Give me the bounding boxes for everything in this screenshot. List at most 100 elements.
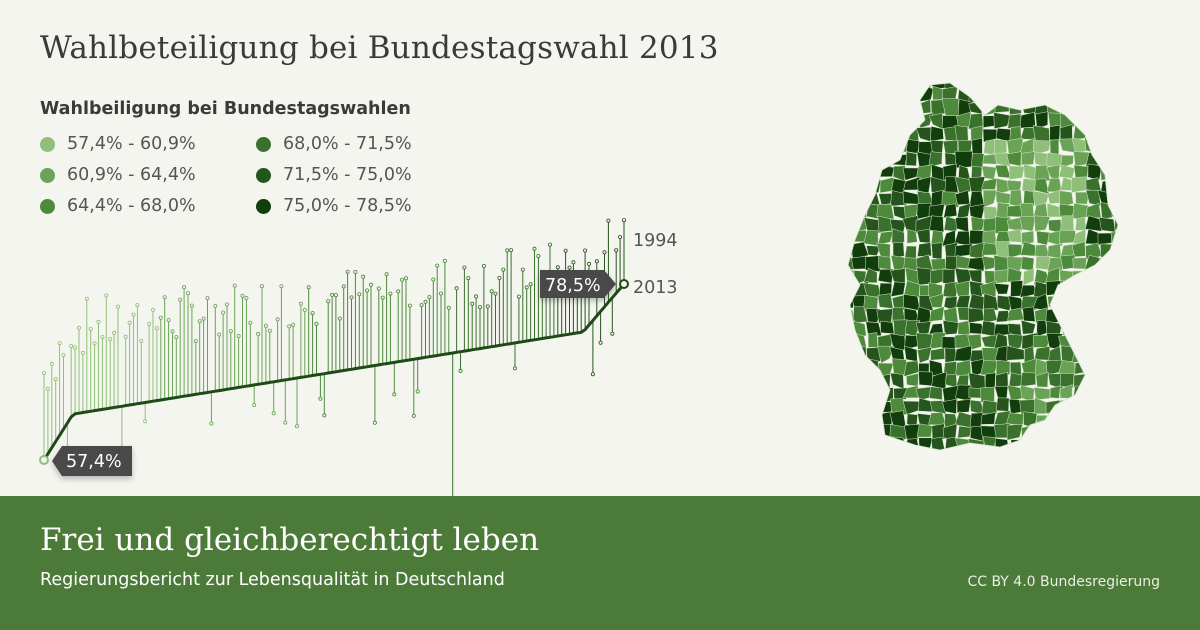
map-district — [1047, 295, 1064, 309]
map-district — [1111, 192, 1118, 204]
map-district — [917, 242, 932, 257]
map-district — [971, 137, 983, 156]
map-district — [1084, 215, 1102, 232]
map-district — [1033, 139, 1051, 156]
district-1994-point — [154, 326, 159, 331]
map-district — [1127, 385, 1140, 400]
map-district — [1021, 256, 1035, 272]
map-district — [1112, 125, 1118, 143]
district-1994-point — [201, 316, 206, 321]
map-district — [850, 358, 866, 376]
map-district — [957, 425, 973, 439]
map-district — [1125, 126, 1139, 141]
map-district — [1097, 334, 1114, 350]
map-district — [981, 177, 997, 190]
map-district — [1112, 308, 1118, 324]
map-district — [1099, 387, 1116, 401]
map-district — [848, 164, 853, 178]
map-district — [1097, 399, 1114, 415]
map-district — [1075, 334, 1089, 350]
map-district — [1007, 83, 1024, 88]
map-district — [865, 111, 880, 130]
map-district — [850, 241, 869, 260]
map-district — [865, 371, 880, 390]
map-district — [983, 307, 998, 324]
map-district — [1127, 216, 1139, 233]
map-district — [1088, 280, 1100, 297]
map-district — [1128, 361, 1140, 375]
map-district — [1071, 345, 1088, 364]
map-district — [1086, 310, 1102, 322]
map-district — [1110, 427, 1118, 440]
district-1994-point — [240, 293, 245, 298]
map-district — [1023, 190, 1037, 206]
map-district — [942, 385, 959, 403]
map-district — [848, 215, 854, 234]
map-district — [1006, 88, 1025, 103]
map-district — [848, 348, 855, 363]
map-district — [848, 231, 853, 245]
map-district — [1112, 284, 1118, 299]
map-district — [1072, 385, 1087, 403]
district-1994-point — [493, 291, 498, 296]
map-district — [850, 176, 868, 192]
legend-label: 64,4% - 68,0% — [67, 196, 196, 216]
map-district — [1059, 293, 1076, 312]
map-district — [867, 332, 879, 348]
map-district — [1060, 320, 1076, 336]
district-1994-point — [45, 386, 50, 391]
district-1994-point — [166, 318, 171, 323]
map-district — [904, 245, 917, 260]
map-district — [891, 358, 907, 376]
map-district — [866, 245, 882, 256]
map-district — [954, 176, 972, 194]
map-district — [877, 451, 893, 465]
district-1994-point — [501, 267, 506, 272]
map-district — [967, 257, 985, 272]
legend-item: 71,5% - 75,0% — [256, 165, 412, 185]
map-district — [929, 215, 944, 233]
map-district — [905, 83, 920, 90]
district-1994-point — [365, 288, 370, 293]
map-district — [905, 452, 917, 464]
legend-swatch — [256, 198, 271, 214]
map-district — [1100, 179, 1115, 194]
map-district — [1086, 437, 1102, 450]
district-1994-point — [213, 303, 218, 308]
map-district — [1128, 400, 1140, 411]
map-district — [1110, 241, 1118, 260]
map-district — [1124, 335, 1140, 349]
map-district — [1059, 281, 1075, 299]
map-district — [916, 85, 934, 103]
map-district — [1125, 450, 1140, 464]
map-district — [848, 178, 856, 192]
map-district — [1087, 163, 1102, 181]
map-district — [1046, 425, 1062, 442]
map-district — [995, 310, 1011, 323]
district-1994-point — [505, 248, 510, 253]
district-1994-point — [474, 294, 479, 299]
map-district — [930, 258, 946, 271]
map-district — [995, 371, 1009, 390]
district-1994-point — [614, 248, 619, 253]
legend-item: 60,9% - 64,4% — [40, 165, 196, 185]
map-district — [1061, 411, 1075, 427]
district-1994-point — [252, 402, 257, 407]
map-district — [918, 449, 932, 450]
district-1994-point — [287, 324, 292, 329]
map-district — [1124, 177, 1140, 194]
map-district — [1072, 282, 1088, 299]
district-1994-point — [193, 339, 198, 344]
district-1994-point — [170, 329, 175, 334]
map-district — [1034, 86, 1051, 103]
district-1994-point — [263, 323, 268, 328]
map-district — [1099, 346, 1114, 361]
map-district — [889, 268, 906, 284]
district-1994-point — [182, 285, 187, 290]
map-district — [1097, 307, 1114, 321]
legend-label: 71,5% - 75,0% — [283, 165, 412, 185]
district-1994-point — [513, 366, 518, 371]
district-1994-point — [127, 320, 132, 325]
district-1994-point — [185, 291, 190, 296]
map-district — [1006, 151, 1022, 167]
